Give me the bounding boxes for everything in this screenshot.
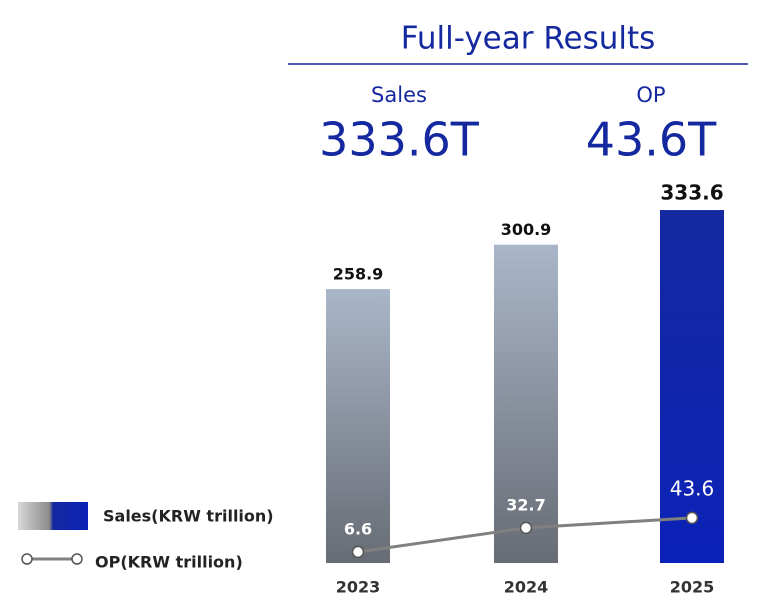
bar-value-label: 333.6 (660, 181, 723, 205)
op-value-label: 32.7 (506, 495, 545, 514)
op-point (519, 521, 533, 535)
bar (660, 210, 724, 563)
x-tick-label: 2024 (504, 578, 549, 597)
bar (494, 244, 558, 563)
headline-value: 43.6T (586, 113, 717, 167)
op-value-label: 43.6 (670, 476, 715, 500)
x-tick-label: 2023 (336, 578, 381, 597)
legend-label: Sales(KRW trillion) (103, 507, 274, 526)
op-value-label: 6.6 (344, 519, 372, 538)
headline-label: Sales (371, 83, 427, 107)
bar-value-label: 300.9 (501, 220, 552, 239)
legend-marker (21, 553, 33, 565)
chart-title: Full-year Results (401, 21, 656, 57)
headline-value: 333.6T (319, 113, 480, 167)
bar (326, 289, 390, 563)
op-point (351, 545, 365, 559)
legend-marker (71, 553, 83, 565)
op-point (685, 511, 699, 525)
bar-value-label: 258.9 (333, 265, 384, 284)
legend-label: OP(KRW trillion) (95, 553, 243, 572)
legend-swatch (18, 502, 88, 530)
headline-label: OP (636, 83, 665, 107)
x-tick-label: 2025 (670, 578, 715, 597)
